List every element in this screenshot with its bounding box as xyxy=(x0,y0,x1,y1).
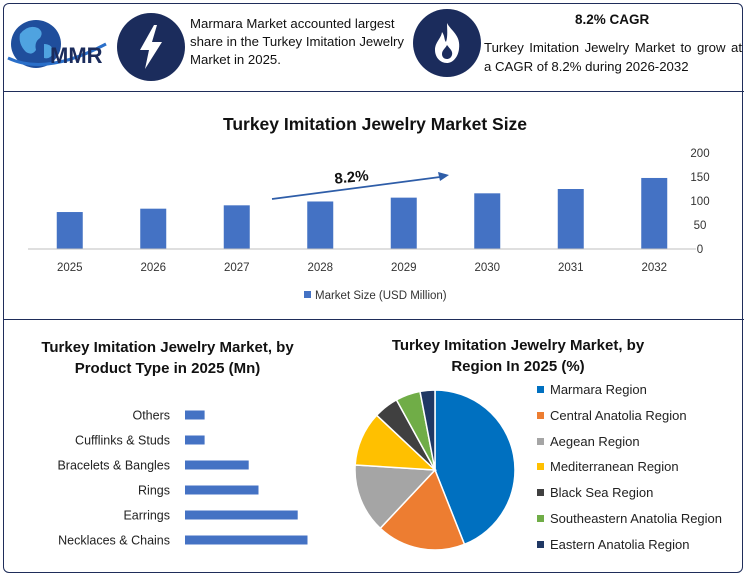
highlight-text: Marmara Market accounted largest share i… xyxy=(190,16,405,67)
hbar-1 xyxy=(185,435,205,445)
region-title: Turkey Imitation Jewelry Market, by Regi… xyxy=(391,337,645,375)
y-tick-label: 150 xyxy=(690,172,709,184)
header-divider xyxy=(3,91,744,92)
legend-swatch xyxy=(537,386,544,393)
category-label: Cufflinks & Studs xyxy=(75,434,170,448)
section-divider xyxy=(3,319,744,320)
legend-label: Central Anatolia Region xyxy=(550,407,687,423)
mmr-logo: MMR xyxy=(7,20,107,68)
region-pie-chart xyxy=(354,389,516,551)
legend-swatch xyxy=(537,489,544,497)
x-tick-label: 2028 xyxy=(307,262,333,274)
category-label: Bracelets & Bangles xyxy=(57,459,170,473)
x-tick-label: 2027 xyxy=(224,262,250,274)
legend-label: Marmara Region xyxy=(550,382,647,397)
legend-item: Mediterranean Region xyxy=(537,459,679,475)
x-tick-label: 2032 xyxy=(641,262,667,274)
logo-text: MMR xyxy=(50,43,103,68)
x-tick-label: 2029 xyxy=(391,262,417,274)
pie-slice-2 xyxy=(354,464,437,530)
legend-label: Southeastern Anatolia Region xyxy=(550,511,723,526)
legend-label: Mediterranean Region xyxy=(550,459,679,475)
y-tick-label: 0 xyxy=(697,244,703,256)
legend-swatch xyxy=(537,463,544,471)
hbar-4 xyxy=(185,510,298,520)
bar-2027 xyxy=(223,205,250,249)
legend-item: Marmara Region xyxy=(537,382,647,398)
pie-slice-6 xyxy=(419,389,436,471)
bar-2032 xyxy=(641,177,668,249)
hbar-2 xyxy=(185,460,249,470)
growth-arrow-head xyxy=(438,172,449,181)
legend-swatch xyxy=(537,540,544,548)
bar-2026 xyxy=(140,208,167,249)
legend-label: Aegean Region xyxy=(550,433,640,449)
market-size-chart: 2025 2026 2027 2028 2029 2030 2031 2032 0 50 100 15… xyxy=(28,148,710,302)
bar-2025 xyxy=(56,212,83,249)
cagr-title: 8.2% CAGR xyxy=(575,12,650,27)
x-tick-label: 2026 xyxy=(140,262,166,274)
legend-swatch xyxy=(304,291,311,298)
y-tick-label: 50 xyxy=(694,220,707,232)
legend-item: Eastern Anatolia Region xyxy=(537,537,689,553)
lightning-icon xyxy=(117,13,185,81)
cagr-description: Turkey Imitation Jewelry Market to grow … xyxy=(484,40,742,74)
x-tick-label: 2025 xyxy=(57,262,83,274)
legend-item: Aegean Region xyxy=(537,434,640,450)
legend-swatch xyxy=(537,411,544,419)
legend-swatch xyxy=(537,437,544,445)
legend-item: Southeastern Anatolia Region xyxy=(537,511,722,527)
pie-slice-0 xyxy=(434,389,516,546)
legend-item: Central Anatolia Region xyxy=(537,408,687,424)
flame-icon xyxy=(413,9,481,77)
bar-2031 xyxy=(557,189,584,249)
legend-swatch xyxy=(537,515,544,522)
bar-2030 xyxy=(474,193,501,249)
category-label: Rings xyxy=(138,484,170,498)
product-type-title: Turkey Imitation Jewelry Market, by Prod… xyxy=(41,339,294,377)
bar-2029 xyxy=(390,197,417,249)
x-tick-label: 2031 xyxy=(558,262,584,274)
legend-label: Black Sea Region xyxy=(550,485,654,501)
y-tick-label: 200 xyxy=(690,148,709,160)
growth-arrow xyxy=(271,176,441,200)
x-tick-label: 2030 xyxy=(474,262,500,274)
hbar-5 xyxy=(185,535,308,545)
category-label: Earrings xyxy=(123,509,170,523)
hbar-0 xyxy=(185,410,205,420)
legend-item: Black Sea Region xyxy=(537,485,653,501)
bar-2028 xyxy=(307,201,334,249)
pie-slice-1 xyxy=(379,468,466,551)
hbar-3 xyxy=(185,485,259,495)
market-size-title: Turkey Imitation Jewelry Market Size xyxy=(222,114,528,134)
legend-label: Eastern Anatolia Region xyxy=(550,536,690,552)
y-tick-label: 100 xyxy=(690,196,709,208)
category-label: Necklaces & Chains xyxy=(58,534,170,548)
product-type-chart: Others Cufflinks & Studs Bracelets & Bangl… xyxy=(57,409,308,548)
infographic-frame xyxy=(3,3,743,573)
category-label: Others xyxy=(132,409,170,423)
growth-annotation: 8.2% xyxy=(334,167,370,187)
legend-label: Market Size (USD Million) xyxy=(315,290,447,302)
